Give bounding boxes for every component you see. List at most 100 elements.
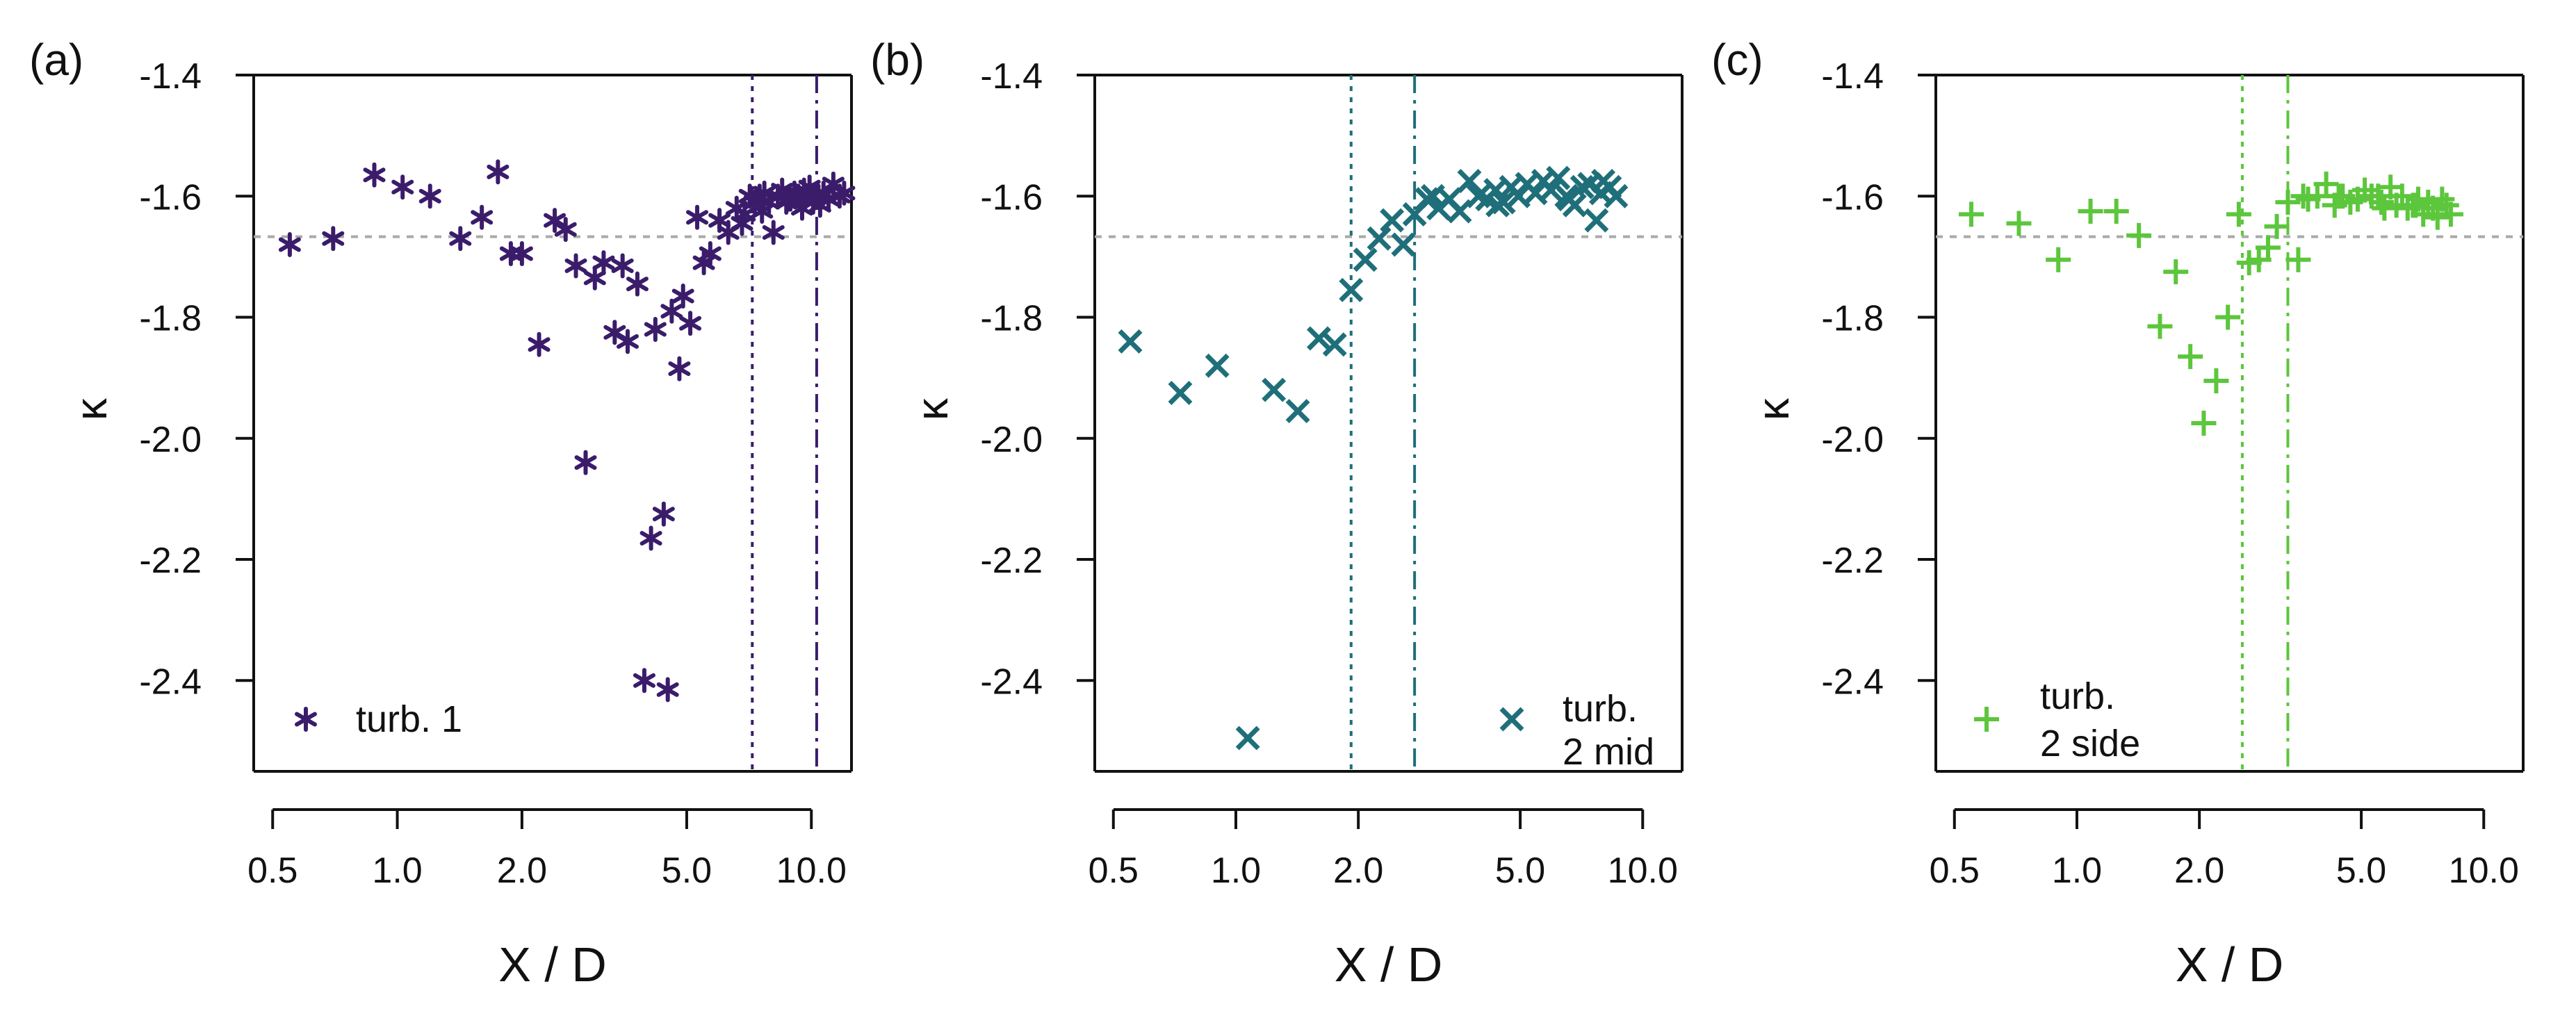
data-point xyxy=(2203,368,2229,394)
y-tick-label: -1.6 xyxy=(139,177,202,218)
data-point xyxy=(1391,232,1416,257)
legend-marker xyxy=(295,707,317,732)
x-tick-label: 1.0 xyxy=(372,851,422,891)
legend: turb. 2 side xyxy=(1974,675,2140,764)
legend-label: 2 side xyxy=(2040,723,2140,764)
x-tick-label: 5.0 xyxy=(1495,851,1545,891)
data-point xyxy=(1262,377,1287,402)
data-point xyxy=(626,271,649,297)
data-point xyxy=(2372,195,2397,221)
data-point xyxy=(1485,192,1510,218)
data-point xyxy=(671,284,694,309)
data-point xyxy=(2126,222,2152,248)
panel-b: 0.5 1.0 2.0 5.0 10.0 -1.4 -1.6 -1.8 -2.0 -2.2 -2.4… xyxy=(870,35,1684,992)
data-point xyxy=(2264,213,2290,239)
legend-marker xyxy=(1499,707,1524,732)
data-point xyxy=(1353,247,1378,272)
data-point xyxy=(2290,183,2316,209)
data-point xyxy=(322,226,345,252)
x-axis-label: X / D xyxy=(2176,937,2284,992)
data-point xyxy=(449,226,472,252)
x-tick-label: 0.5 xyxy=(1089,851,1139,891)
x-axis-label: X / D xyxy=(1335,937,1443,992)
data-point xyxy=(1457,169,1482,193)
data-point xyxy=(2275,189,2301,215)
data-point xyxy=(2326,183,2351,209)
data-point xyxy=(418,183,441,209)
y-tick-label: -2.2 xyxy=(139,541,202,581)
data-point xyxy=(616,329,639,354)
data-point xyxy=(656,677,679,703)
data-point xyxy=(499,241,522,267)
panel-a: 0.5 1.0 2.0 5.0 10.0 -1.4 -1.6 -1.8 -2.0 -2.2 -2.4… xyxy=(29,35,856,992)
data-point xyxy=(583,265,606,290)
y-tick-label: -1.4 xyxy=(1821,56,1884,97)
data-point xyxy=(363,162,386,188)
legend-marker xyxy=(1974,707,1999,732)
y-tick-label: -2.2 xyxy=(1821,541,1884,581)
y-tick-label: -1.4 xyxy=(139,56,202,97)
data-point xyxy=(2046,247,2071,272)
x-axis-label: X / D xyxy=(498,937,607,992)
data-point xyxy=(2368,189,2394,215)
y-axis-label: κ xyxy=(66,397,116,420)
x-tick-label: 2.0 xyxy=(497,851,547,891)
x-tick-label: 5.0 xyxy=(662,851,712,891)
x-tick-label: 0.5 xyxy=(1930,851,1980,891)
x-tick-label: 0.5 xyxy=(247,851,297,891)
x-tick-label: 1.0 xyxy=(1211,851,1261,891)
data-point xyxy=(633,668,655,694)
data-point xyxy=(2006,211,2032,236)
data-point xyxy=(278,231,301,257)
y-tick-label: -2.4 xyxy=(980,662,1043,702)
data-point xyxy=(510,241,533,267)
data-point xyxy=(762,220,785,245)
data-point xyxy=(1367,226,1392,251)
data-point xyxy=(2103,199,2129,224)
panel-label: (a) xyxy=(29,35,83,85)
y-tick-label: -2.0 xyxy=(1821,420,1884,460)
data-point xyxy=(2255,235,2281,261)
data-point xyxy=(2403,192,2429,218)
data-point xyxy=(1285,399,1310,424)
data-point xyxy=(528,331,551,357)
data-point xyxy=(1235,725,1260,751)
data-point xyxy=(2415,189,2441,215)
data-point xyxy=(2285,247,2311,272)
data-point xyxy=(592,250,615,276)
y-tick-label: -2.4 xyxy=(1821,662,1884,702)
data-point xyxy=(1420,183,1445,208)
data-point xyxy=(2313,171,2339,197)
y-tick-label: -2.2 xyxy=(980,541,1043,581)
data-point xyxy=(644,316,667,342)
data-point xyxy=(2438,202,2463,227)
data-point xyxy=(639,525,662,551)
data-point xyxy=(808,192,831,218)
legend-label: 2 mid xyxy=(1563,731,1654,773)
data-point xyxy=(1205,353,1230,378)
x-tick-label: 2.0 xyxy=(2174,851,2224,891)
panel-label: (b) xyxy=(870,35,924,85)
data-point xyxy=(2226,202,2251,227)
data-point xyxy=(833,180,856,206)
legend: turb. 1 xyxy=(295,698,462,740)
data-point xyxy=(1588,181,1613,206)
data-point xyxy=(2429,186,2455,212)
data-point xyxy=(1322,332,1347,357)
data-point xyxy=(1339,277,1364,302)
data-point xyxy=(611,253,634,279)
y-tick-label: -2.0 xyxy=(139,420,202,460)
data-point xyxy=(1538,178,1563,203)
y-tick-label: -1.4 xyxy=(980,56,1043,97)
panel-label: (c) xyxy=(1711,35,1763,85)
data-point xyxy=(660,298,683,324)
data-point xyxy=(1306,326,1331,351)
data-point xyxy=(2163,259,2189,285)
data-point xyxy=(751,199,774,224)
data-point xyxy=(699,241,722,267)
y-tick-label: -2.0 xyxy=(980,420,1043,460)
legend: turb.2 mid xyxy=(1499,688,1654,773)
x-tick-label: 5.0 xyxy=(2336,851,2386,891)
x-tick-label: 1.0 xyxy=(2052,851,2102,891)
